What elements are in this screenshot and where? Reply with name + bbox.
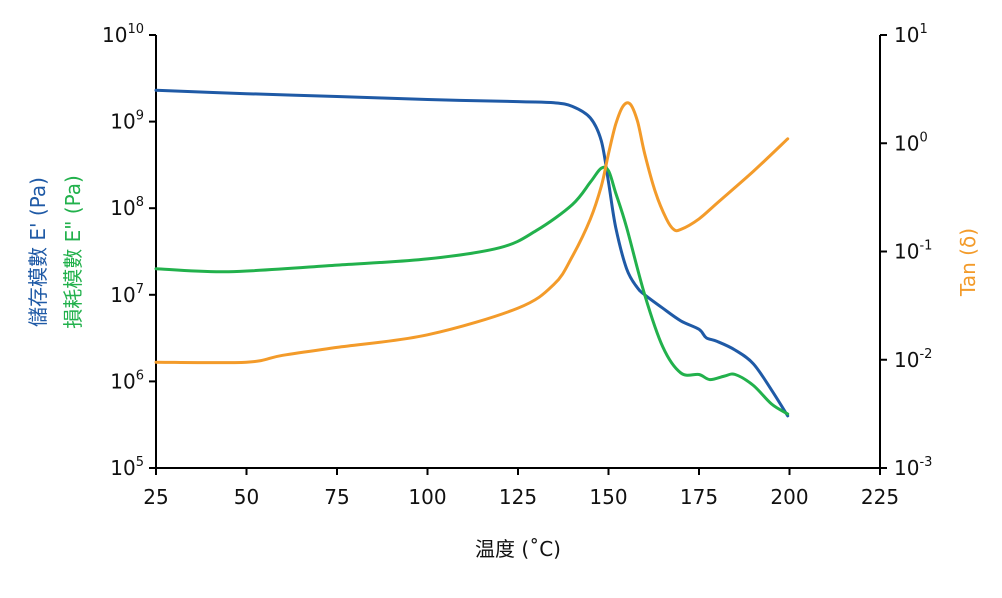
tan-delta-line xyxy=(154,101,790,365)
right-tick-label: 10-1 xyxy=(894,239,932,264)
storage-modulus-line xyxy=(154,88,790,418)
right-tick-label: 10-2 xyxy=(894,347,932,372)
left-tick-label: 108 xyxy=(110,195,144,220)
left-tick-label: 106 xyxy=(110,368,144,393)
loss-modulus-line xyxy=(154,165,790,416)
right-tick-label: 10-3 xyxy=(894,455,932,480)
left-tick-label: 109 xyxy=(110,109,144,134)
x-tick-label: 150 xyxy=(589,485,627,509)
x-tick-label: 200 xyxy=(770,485,808,509)
left-tick-label: 107 xyxy=(110,282,144,307)
x-tick-label: 100 xyxy=(408,485,446,509)
x-tick-label: 125 xyxy=(499,485,537,509)
left-axis-title-loss: 損耗模數 E" (Pa) xyxy=(61,175,85,329)
left-axis-title-storage: 儲存模數 E' (Pa) xyxy=(26,177,50,327)
x-tick-label: 50 xyxy=(234,485,259,509)
left-axis-ticks: 105 106 107 108 109 1010 xyxy=(102,22,156,480)
right-tick-label: 101 xyxy=(894,22,928,47)
right-axis-ticks: 10-3 10-2 10-1 100 101 xyxy=(880,22,932,480)
left-tick-label: 1010 xyxy=(102,22,144,47)
series-layer xyxy=(154,88,790,418)
x-tick-label: 175 xyxy=(680,485,718,509)
x-axis-ticks: 25 50 75 100 125 150 175 200 225 xyxy=(143,468,899,509)
right-axis-title: Tan (δ) xyxy=(956,228,980,297)
x-tick-label: 225 xyxy=(861,485,899,509)
right-tick-label: 100 xyxy=(894,130,928,155)
x-axis-title: 温度 (˚C) xyxy=(475,537,561,561)
x-tick-label: 25 xyxy=(143,485,168,509)
left-tick-label: 105 xyxy=(110,455,144,480)
x-tick-label: 75 xyxy=(324,485,349,509)
